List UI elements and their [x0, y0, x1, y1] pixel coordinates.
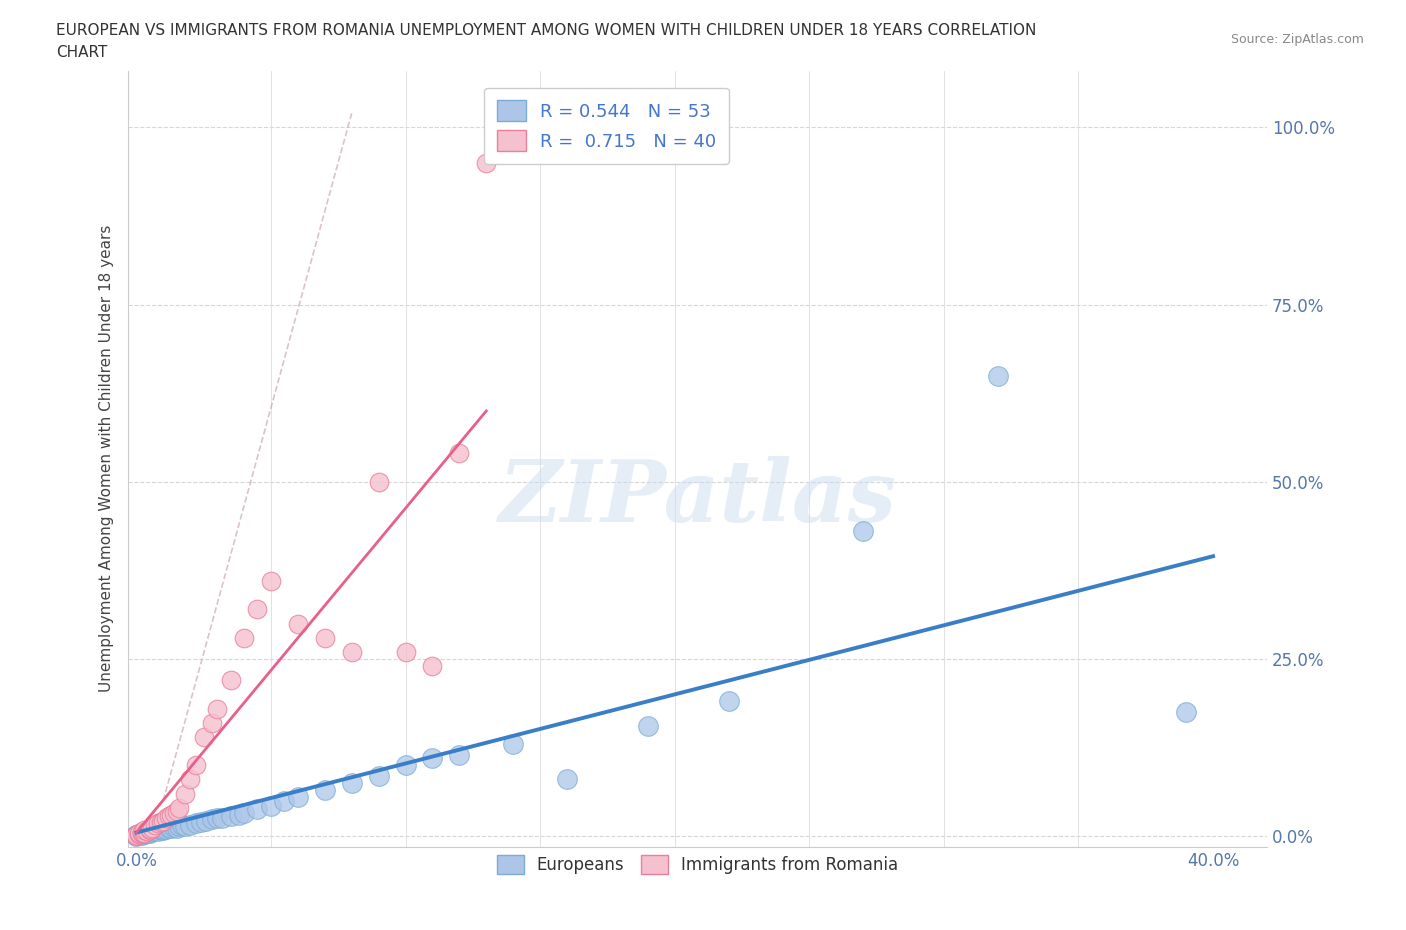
Point: [125, 828, 148, 843]
Point: [131, 824, 153, 839]
Point: [141, 820, 163, 835]
Point: [146, 824, 169, 839]
Point: [219, 672, 242, 687]
Point: [314, 783, 336, 798]
Point: [422, 658, 444, 673]
Point: [211, 810, 233, 825]
Point: [273, 793, 295, 808]
Point: [131, 826, 153, 841]
Point: [125, 829, 148, 844]
Point: [205, 811, 228, 826]
Point: [139, 825, 162, 840]
Point: [128, 827, 150, 842]
Point: [160, 807, 183, 822]
Point: [717, 694, 740, 709]
Text: CHART: CHART: [56, 45, 108, 60]
Point: [233, 631, 256, 645]
Legend: Europeans, Immigrants from Romania: Europeans, Immigrants from Romania: [491, 848, 905, 881]
Point: [139, 821, 162, 836]
Point: [193, 729, 215, 744]
Point: [184, 758, 207, 773]
Point: [190, 815, 212, 830]
Point: [146, 816, 169, 830]
Point: [136, 824, 159, 839]
Point: [128, 825, 150, 840]
Point: [422, 751, 444, 765]
Point: [134, 823, 156, 838]
Point: [166, 820, 188, 835]
Point: [246, 602, 269, 617]
Point: [287, 790, 309, 804]
Point: [201, 812, 224, 827]
Point: [179, 772, 201, 787]
Point: [160, 820, 183, 835]
Point: [260, 799, 283, 814]
Point: [152, 821, 174, 836]
Point: [169, 801, 191, 816]
Point: [195, 813, 218, 828]
Point: [131, 826, 153, 841]
Point: [1175, 705, 1198, 720]
Point: [173, 818, 195, 833]
Point: [157, 809, 180, 824]
Point: [179, 817, 201, 832]
Point: [134, 825, 156, 840]
Point: [143, 823, 166, 838]
Point: [172, 818, 194, 833]
Text: ZIPatlas: ZIPatlas: [499, 456, 897, 539]
Point: [169, 818, 191, 833]
Point: [125, 828, 148, 843]
Point: [233, 806, 256, 821]
Point: [149, 822, 172, 837]
Point: [125, 829, 148, 844]
Point: [555, 772, 578, 787]
Point: [128, 827, 150, 842]
Point: [128, 828, 150, 843]
Point: [449, 747, 471, 762]
Point: [152, 813, 174, 828]
Point: [987, 368, 1010, 383]
Point: [340, 776, 363, 790]
Point: [139, 823, 162, 838]
Point: [340, 644, 363, 659]
Point: [502, 737, 524, 751]
Text: EUROPEAN VS IMMIGRANTS FROM ROMANIA UNEMPLOYMENT AMONG WOMEN WITH CHILDREN UNDER: EUROPEAN VS IMMIGRANTS FROM ROMANIA UNEM…: [56, 23, 1036, 38]
Point: [155, 811, 177, 826]
Point: [166, 804, 188, 818]
Point: [134, 825, 156, 840]
Point: [246, 802, 269, 817]
Point: [475, 155, 498, 170]
Point: [184, 816, 207, 830]
Point: [205, 701, 228, 716]
Point: [131, 828, 153, 843]
Point: [163, 819, 186, 834]
Point: [163, 806, 186, 821]
Point: [143, 818, 166, 833]
Point: [394, 644, 416, 659]
Point: [155, 821, 177, 836]
Point: [173, 786, 195, 801]
Point: [136, 826, 159, 841]
Point: [125, 828, 148, 843]
Point: [157, 821, 180, 836]
Point: [141, 824, 163, 839]
Point: [201, 715, 224, 730]
Y-axis label: Unemployment Among Women with Children Under 18 years: Unemployment Among Women with Children U…: [100, 225, 114, 693]
Point: [149, 815, 172, 830]
Point: [367, 474, 389, 489]
Point: [449, 446, 471, 461]
Point: [134, 827, 156, 842]
Text: Source: ZipAtlas.com: Source: ZipAtlas.com: [1230, 33, 1364, 46]
Point: [228, 807, 250, 822]
Point: [287, 616, 309, 631]
Point: [367, 768, 389, 783]
Point: [637, 719, 659, 734]
Point: [260, 574, 283, 589]
Point: [152, 823, 174, 838]
Point: [394, 758, 416, 773]
Point: [219, 809, 242, 824]
Point: [139, 824, 162, 839]
Point: [852, 524, 875, 538]
Point: [314, 631, 336, 645]
